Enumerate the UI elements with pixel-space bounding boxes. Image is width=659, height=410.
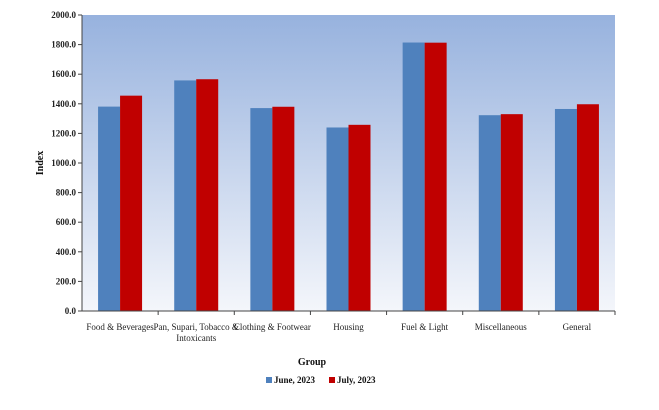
y-axis: 0.0 200.0 400.0 600.0 800.0 1000.0 1200.0 1400.… — [51, 10, 83, 316]
bars-layer — [98, 42, 599, 312]
x-category-label: Intoxicants — [176, 333, 216, 343]
bar-june — [98, 106, 121, 311]
bar-june — [554, 108, 577, 311]
y-tick-label: 1400.0 — [51, 99, 76, 109]
y-tick-label: 1600.0 — [51, 69, 76, 79]
y-tick-label: 2000.0 — [51, 10, 76, 20]
y-tick-label: 1000.0 — [51, 158, 76, 168]
bar-june — [478, 115, 501, 311]
x-axis-title: Group — [298, 357, 327, 368]
y-axis-title: Index — [35, 151, 46, 175]
y-tick-label: 1800.0 — [51, 40, 76, 50]
x-axis: Food & Beverages Pan, Supari, Tobacco &In… — [82, 310, 616, 343]
x-category-label: General — [563, 322, 592, 332]
bar-july — [348, 124, 371, 311]
y-tick-label: 400.0 — [56, 247, 77, 257]
legend-label: July, 2023 — [337, 375, 376, 385]
y-tick-label: 1200.0 — [51, 128, 76, 138]
x-category-label: Pan, Supari, Tobacco & — [153, 322, 238, 332]
bar-june — [326, 127, 349, 311]
y-tick-label: 200.0 — [56, 276, 77, 286]
bar-july — [272, 106, 295, 311]
bar-june — [250, 108, 273, 311]
legend-swatch — [329, 377, 335, 383]
bar-july — [576, 104, 599, 311]
bar-june — [402, 42, 425, 311]
bar-june — [174, 80, 197, 311]
bar-july — [196, 79, 219, 312]
x-category-label: Miscellaneous — [475, 322, 527, 332]
x-category-label: Fuel & Light — [401, 322, 448, 332]
x-category-label: Housing — [333, 322, 364, 332]
bar-july — [120, 95, 143, 311]
y-tick-label: 0.0 — [65, 306, 77, 316]
legend-label: June, 2023 — [274, 375, 316, 385]
y-tick-label: 800.0 — [56, 188, 77, 198]
legend: June, 2023 July, 2023 — [266, 375, 376, 385]
x-category-label: Food & Beverages — [86, 322, 154, 332]
legend-swatch — [266, 377, 272, 383]
bar-july — [424, 42, 447, 312]
bar-july — [500, 114, 523, 311]
x-category-label: Clothing & Footwear — [234, 322, 311, 332]
y-tick-label: 600.0 — [56, 217, 77, 227]
